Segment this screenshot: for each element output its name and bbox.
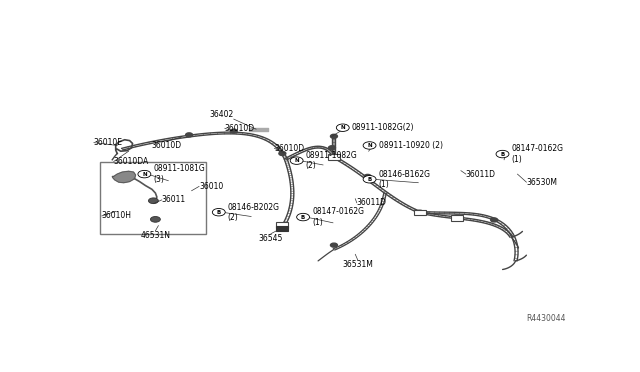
Text: 08911-10920 (2): 08911-10920 (2) [379,141,443,150]
Text: N: N [367,143,372,148]
Text: R4430044: R4430044 [527,314,566,323]
Circle shape [148,198,158,203]
Circle shape [328,146,335,150]
Polygon shape [112,171,136,183]
Text: B: B [367,177,372,182]
Text: N: N [340,125,345,130]
Text: 08911-1082G(2): 08911-1082G(2) [352,123,414,132]
Text: 36010DA: 36010DA [114,157,149,166]
Circle shape [496,150,509,158]
Circle shape [290,157,303,164]
Circle shape [337,124,349,131]
Circle shape [491,218,498,222]
Polygon shape [328,154,340,160]
Text: 36010D: 36010D [152,141,182,150]
Circle shape [416,210,423,214]
Circle shape [297,214,310,221]
Text: B: B [301,215,305,219]
Polygon shape [414,210,426,215]
Circle shape [363,176,376,183]
Polygon shape [451,215,463,221]
Circle shape [212,208,225,216]
Circle shape [186,133,193,137]
Text: 08147-0162G
(1): 08147-0162G (1) [312,207,364,227]
Text: 36530M: 36530M [527,178,557,187]
Polygon shape [276,226,288,231]
Text: 36010D: 36010D [275,144,305,153]
Text: 36531M: 36531M [342,260,373,269]
Circle shape [150,217,161,222]
Text: 36010: 36010 [199,182,223,191]
Text: N: N [294,158,299,163]
Text: 36011D: 36011D [466,170,496,179]
Circle shape [279,151,286,155]
Text: 36011: 36011 [162,195,186,204]
Text: B: B [217,210,221,215]
Circle shape [363,142,376,149]
Text: 08146-B162G
(1): 08146-B162G (1) [379,170,431,189]
Text: 08911-1082G
(2): 08911-1082G (2) [306,151,357,170]
Circle shape [138,170,151,178]
Polygon shape [276,222,288,228]
Text: 36011D: 36011D [356,198,387,207]
Text: 36545: 36545 [259,234,283,243]
Text: B: B [500,151,504,157]
Circle shape [454,215,460,219]
Bar [100,161,207,234]
Text: 36010E: 36010E [94,138,123,147]
Text: 08146-B202G
(2): 08146-B202G (2) [228,202,280,222]
Text: 08911-1081G
(3): 08911-1081G (3) [154,164,205,184]
Circle shape [364,174,371,179]
Text: N: N [142,171,147,177]
Text: 36010H: 36010H [102,211,132,221]
Circle shape [330,134,337,138]
Text: 08147-0162G
(1): 08147-0162G (1) [511,144,564,164]
Text: 36402: 36402 [209,110,234,119]
Text: 46531N: 46531N [140,231,170,240]
Circle shape [230,129,237,133]
Text: 36010D: 36010D [225,124,255,133]
Circle shape [330,243,337,247]
